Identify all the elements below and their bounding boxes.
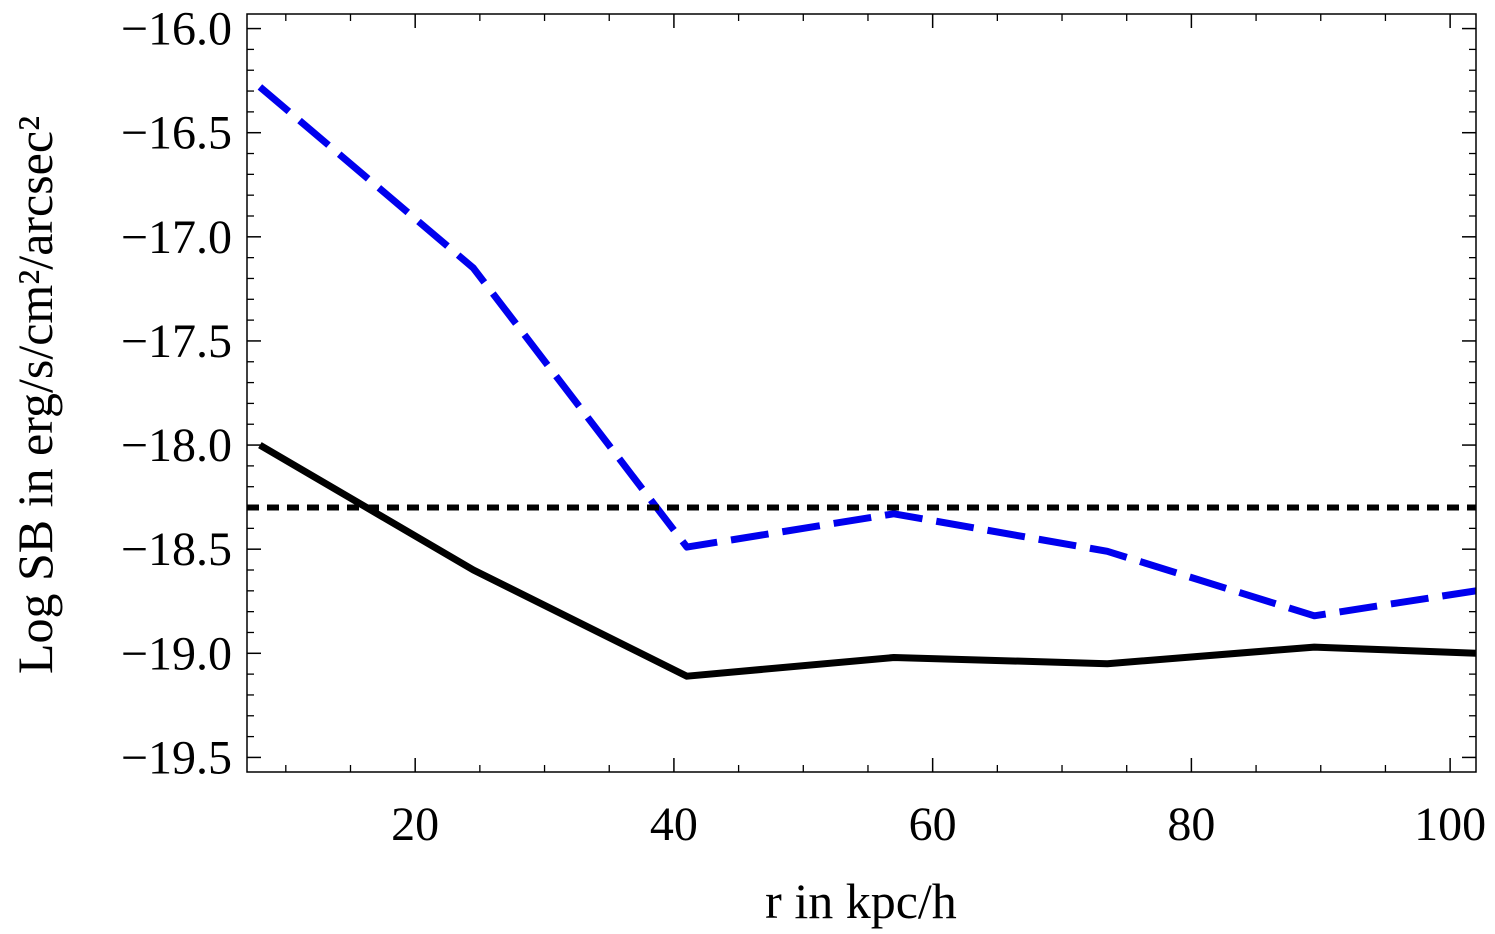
series-line-solid bbox=[258, 442, 1476, 680]
x-axis-title: r in kpc/h bbox=[765, 873, 957, 929]
series-line-dashed bbox=[257, 84, 1476, 620]
y-axis-title: Log SB in erg/s/cm²/arcsec² bbox=[7, 116, 63, 674]
x-tick-label: 100 bbox=[1414, 798, 1486, 851]
y-tick-labels: −16.0 −16.5 −17.0 −17.5 −18.0 −18.5 −19.0 −19.5 bbox=[121, 3, 232, 785]
y-tick-label: −18.0 bbox=[121, 419, 232, 472]
x-tick-label: 80 bbox=[1167, 798, 1215, 851]
x-tick-label: 60 bbox=[909, 798, 957, 851]
y-tick-label: −18.5 bbox=[121, 523, 232, 576]
y-tick-label: −19.5 bbox=[121, 731, 232, 784]
major-ticks bbox=[247, 14, 1476, 772]
series-layer bbox=[247, 84, 1476, 680]
plot-frame bbox=[246, 13, 1477, 773]
x-tick-label: 20 bbox=[391, 798, 439, 851]
y-tick-label: −16.5 bbox=[121, 107, 232, 160]
x-tick-label: 40 bbox=[650, 798, 698, 851]
minor-ticks bbox=[247, 14, 1476, 772]
y-tick-label: −16.0 bbox=[121, 3, 232, 56]
y-tick-label: −19.0 bbox=[121, 627, 232, 680]
y-tick-label: −17.5 bbox=[121, 315, 232, 368]
x-tick-labels: 20 40 60 80 100 bbox=[391, 798, 1486, 851]
y-tick-label: −17.0 bbox=[121, 211, 232, 264]
